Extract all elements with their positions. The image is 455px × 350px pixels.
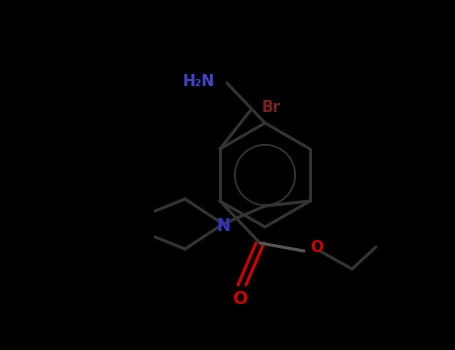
Text: N: N [216,217,230,235]
Text: Br: Br [262,99,281,114]
Text: H₂N: H₂N [183,74,215,89]
Text: O: O [233,290,248,308]
Text: O: O [310,239,323,254]
